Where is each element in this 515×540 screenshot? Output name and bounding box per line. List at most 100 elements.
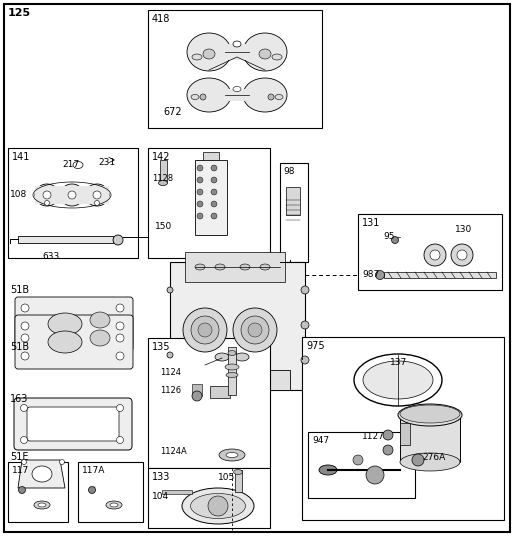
Text: 130: 130 xyxy=(455,225,472,234)
Bar xyxy=(148,10,322,128)
Circle shape xyxy=(424,244,446,266)
Circle shape xyxy=(113,235,123,245)
Bar xyxy=(235,470,242,492)
Bar xyxy=(225,44,249,60)
Circle shape xyxy=(197,165,203,171)
Circle shape xyxy=(19,487,26,494)
Bar xyxy=(286,187,300,215)
Circle shape xyxy=(383,430,393,440)
Ellipse shape xyxy=(219,449,245,461)
Text: 987: 987 xyxy=(362,270,379,279)
Circle shape xyxy=(21,322,29,330)
Ellipse shape xyxy=(226,453,238,457)
Circle shape xyxy=(94,200,99,206)
Text: 1126: 1126 xyxy=(160,386,181,395)
Circle shape xyxy=(21,334,29,342)
Circle shape xyxy=(301,356,309,364)
Ellipse shape xyxy=(233,469,243,475)
Ellipse shape xyxy=(400,453,460,471)
Bar xyxy=(185,370,290,390)
Bar xyxy=(8,462,68,522)
Circle shape xyxy=(183,308,227,352)
FancyBboxPatch shape xyxy=(15,315,133,369)
Circle shape xyxy=(241,316,269,344)
Ellipse shape xyxy=(226,373,238,377)
Ellipse shape xyxy=(195,264,205,270)
Circle shape xyxy=(233,308,277,352)
Ellipse shape xyxy=(240,264,250,270)
Text: 1124A: 1124A xyxy=(160,447,187,456)
Text: 104: 104 xyxy=(152,492,169,501)
Bar xyxy=(8,148,138,258)
Text: 163: 163 xyxy=(10,394,28,404)
Circle shape xyxy=(457,250,467,260)
Circle shape xyxy=(116,322,124,330)
Circle shape xyxy=(211,201,217,207)
Ellipse shape xyxy=(191,94,199,99)
Circle shape xyxy=(21,304,29,312)
Ellipse shape xyxy=(233,86,241,91)
Bar xyxy=(308,432,415,498)
Bar xyxy=(148,338,270,468)
Ellipse shape xyxy=(260,264,270,270)
Text: 633: 633 xyxy=(42,252,59,261)
Circle shape xyxy=(116,436,124,443)
Circle shape xyxy=(200,94,206,100)
Ellipse shape xyxy=(90,330,110,346)
Ellipse shape xyxy=(85,184,109,206)
Circle shape xyxy=(412,454,424,466)
Circle shape xyxy=(248,323,262,337)
Text: 95: 95 xyxy=(383,232,394,241)
Ellipse shape xyxy=(48,331,82,353)
Bar xyxy=(302,337,504,520)
Circle shape xyxy=(391,237,399,244)
Bar xyxy=(400,414,460,462)
Text: 1124: 1124 xyxy=(160,368,181,377)
Circle shape xyxy=(211,177,217,183)
Circle shape xyxy=(366,466,384,484)
Text: 672: 672 xyxy=(163,107,182,117)
Text: 418: 418 xyxy=(152,14,170,24)
Circle shape xyxy=(116,404,124,411)
Ellipse shape xyxy=(60,184,84,206)
Circle shape xyxy=(116,304,124,312)
Circle shape xyxy=(197,213,203,219)
Text: 137: 137 xyxy=(390,358,407,367)
Ellipse shape xyxy=(182,488,254,524)
Circle shape xyxy=(301,321,309,329)
Text: 98: 98 xyxy=(283,167,295,176)
Text: 1128: 1128 xyxy=(152,174,173,183)
Ellipse shape xyxy=(363,361,433,399)
Circle shape xyxy=(353,455,363,465)
Text: 125: 125 xyxy=(8,8,31,18)
Ellipse shape xyxy=(106,501,122,509)
Circle shape xyxy=(197,177,203,183)
Ellipse shape xyxy=(398,404,462,426)
Ellipse shape xyxy=(187,33,231,71)
Circle shape xyxy=(116,334,124,342)
FancyBboxPatch shape xyxy=(15,297,133,351)
Bar xyxy=(192,384,202,396)
Text: 117A: 117A xyxy=(82,466,106,475)
Ellipse shape xyxy=(159,180,167,186)
Ellipse shape xyxy=(354,354,442,406)
Text: 217: 217 xyxy=(62,160,79,169)
Circle shape xyxy=(208,496,228,516)
Ellipse shape xyxy=(203,49,215,59)
Circle shape xyxy=(60,460,64,464)
Ellipse shape xyxy=(259,49,271,59)
Bar xyxy=(384,272,496,278)
Circle shape xyxy=(116,352,124,360)
Text: 142: 142 xyxy=(152,152,170,162)
Ellipse shape xyxy=(233,41,241,47)
Bar xyxy=(400,423,410,445)
Bar xyxy=(148,148,270,258)
Ellipse shape xyxy=(38,503,46,507)
Bar xyxy=(195,160,227,235)
Bar xyxy=(225,89,249,101)
Circle shape xyxy=(167,287,173,293)
Ellipse shape xyxy=(228,350,236,355)
Text: 133: 133 xyxy=(152,472,170,482)
Text: 51E: 51E xyxy=(10,452,28,462)
Circle shape xyxy=(211,213,217,219)
